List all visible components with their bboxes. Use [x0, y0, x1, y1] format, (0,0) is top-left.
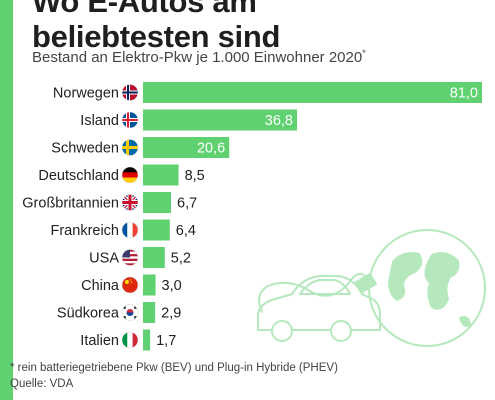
category-label: Norwegen	[53, 86, 119, 102]
value-label: 6,4	[176, 223, 196, 239]
bar	[143, 164, 179, 186]
iceland-flag-icon	[121, 111, 139, 129]
chart-row: Südkorea 2,9	[57, 302, 181, 323]
france-flag-icon	[121, 221, 139, 239]
chart-subtitle-text: Bestand an Elektro-Pkw je 1.000 Einwohne…	[32, 49, 363, 66]
car-wheel-front-icon	[271, 320, 293, 342]
bar	[143, 274, 156, 296]
bar	[143, 192, 172, 213]
bar	[143, 247, 165, 268]
value-label: 8,5	[185, 168, 205, 184]
chart-row: Island 36,8	[80, 109, 298, 131]
bar	[143, 302, 156, 323]
value-label: 20,6	[197, 141, 225, 157]
sweden-flag-icon	[121, 139, 139, 156]
globe-continent-3	[459, 315, 471, 327]
chart-row: Frankreich 6,4	[51, 219, 196, 241]
category-label: Italien	[80, 333, 119, 349]
globe-continent-2	[424, 252, 460, 310]
value-label: 6,7	[177, 196, 197, 212]
car-window-icon	[299, 279, 351, 295]
value-label: 36,8	[265, 113, 293, 129]
category-label: Südkorea	[57, 306, 120, 322]
chart-row: Italien 1,7	[80, 329, 176, 351]
chart-row: Schweden 20,6	[51, 137, 230, 158]
norway-flag-icon	[121, 84, 139, 101]
chart-title-line-1: Wo E-Autos am	[32, 0, 257, 19]
value-label: 1,7	[156, 333, 176, 349]
chart-footnote: * rein batteriegetriebene Pkw (BEV) und …	[10, 362, 338, 374]
chart-subtitle: Bestand an Elektro-Pkw je 1.000 Einwohne…	[32, 48, 366, 66]
value-label: 2,9	[161, 306, 181, 322]
bar	[143, 329, 151, 351]
value-label: 3,0	[162, 278, 182, 294]
category-label: Schweden	[51, 141, 119, 157]
category-label: USA	[89, 251, 119, 267]
chart-row: Norwegen 81,0	[53, 82, 482, 103]
charging-plug-icon	[355, 273, 377, 293]
bar-chart: Norwegen 81,0 Island 36,8 Schweden 20,6 Deutsc…	[22, 82, 486, 351]
category-label: China	[81, 278, 120, 294]
south-korea-flag-icon	[121, 304, 139, 321]
chart-source: Quelle: VDA	[10, 378, 74, 390]
accent-bar	[0, 0, 13, 400]
value-label: 5,2	[171, 251, 191, 267]
bar	[143, 219, 170, 241]
china-flag-icon	[121, 276, 139, 294]
usa-flag-icon	[121, 249, 139, 266]
value-label: 81,0	[450, 86, 478, 102]
chart-title-line-2: beliebtesten sind	[32, 19, 281, 54]
car-body-icon	[257, 275, 381, 331]
charging-cable-icon	[258, 273, 369, 313]
globe-continent-1	[388, 252, 423, 301]
category-label: Frankreich	[51, 223, 120, 239]
subtitle-footnote-mark: *	[362, 48, 366, 58]
electric-car-globe-illustration	[257, 229, 486, 347]
germany-flag-icon	[121, 166, 139, 184]
category-label: Island	[80, 113, 119, 129]
bar	[143, 109, 298, 131]
bar	[143, 82, 482, 103]
chart-row: China 3,0	[81, 274, 182, 296]
car-wheel-rear-icon	[330, 320, 352, 342]
globe-icon	[368, 229, 486, 347]
category-label: Großbritannien	[22, 196, 119, 212]
uk-flag-icon	[121, 194, 139, 211]
chart-row: Deutschland 8,5	[38, 164, 205, 186]
italy-flag-icon	[121, 331, 139, 349]
bar	[143, 137, 230, 158]
chart-row: USA 5,2	[89, 247, 191, 268]
chart-row: Großbritannien 6,7	[22, 192, 197, 213]
chart-rows: Norwegen 81,0 Island 36,8 Schweden 20,6 Deutsc…	[22, 82, 482, 351]
category-label: Deutschland	[38, 168, 119, 184]
chart-title: Wo E-Autos am beliebtesten sind	[32, 0, 487, 54]
